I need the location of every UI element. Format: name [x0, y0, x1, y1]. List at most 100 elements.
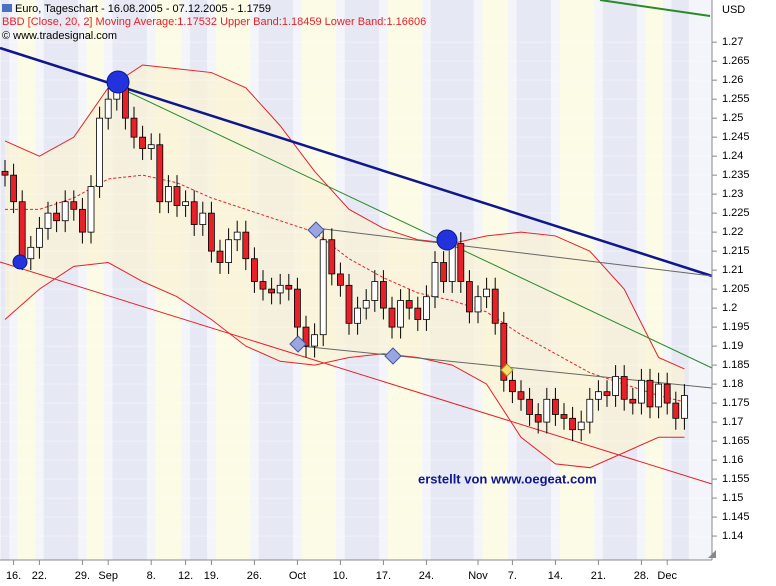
- candle-body: [612, 376, 619, 396]
- x-tick-label: 17.: [376, 570, 391, 582]
- candle-body: [543, 398, 551, 423]
- y-tick-label: 1.175: [722, 397, 750, 409]
- marker: [12, 254, 28, 270]
- y-tick-label: 1.215: [722, 245, 750, 257]
- candle-body: [638, 379, 645, 404]
- y-tick-label: 1.15: [722, 492, 743, 504]
- candle-body: [130, 117, 138, 138]
- candle-body: [405, 300, 413, 309]
- y-tick-label: 1.14: [722, 530, 743, 542]
- candle-body: [147, 144, 155, 149]
- candle-body: [483, 288, 491, 298]
- candle-body: [534, 414, 542, 423]
- candle-body: [285, 284, 293, 290]
- y-tick-label: 1.165: [722, 435, 750, 447]
- candle-body: [276, 284, 284, 294]
- candle-body: [27, 246, 35, 260]
- trend-line: [0, 261, 713, 485]
- chart-title: Euro, Tageschart - 16.08.2005 - 07.12.20…: [15, 3, 271, 15]
- y-tick-label: 1.21: [722, 264, 743, 276]
- week-stripe: [645, 0, 663, 560]
- y-tick-label: 1.185: [722, 359, 750, 371]
- marker: [384, 347, 402, 365]
- y-tick-label: 1.22: [722, 226, 743, 238]
- candle-body: [156, 144, 164, 203]
- candle-body: [164, 186, 172, 203]
- markers: [12, 70, 514, 377]
- candle-body: [672, 402, 680, 419]
- y-tick-label: 1.265: [722, 55, 750, 67]
- axes: 1.14 1.145 1.15 1.155 1.16 1.165 1.17 1.175 1.18…: [6, 36, 750, 582]
- candle-body: [242, 231, 250, 260]
- candle-body: [345, 284, 353, 324]
- marker: [307, 221, 325, 239]
- x-tick-label: 24.: [419, 570, 434, 582]
- y-axis-label: USD: [722, 4, 745, 16]
- x-tick-label: 19.: [204, 570, 219, 582]
- candle-body: [18, 201, 26, 260]
- y-tick-label: 1.155: [722, 473, 750, 485]
- x-tick-label: 14.: [548, 570, 563, 582]
- y-tick-label: 1.16: [722, 454, 743, 466]
- annotation: erstellt von www.oegeat.com: [418, 471, 597, 486]
- marker: [106, 70, 130, 94]
- candle-body: [491, 288, 499, 324]
- band-line: [5, 174, 685, 403]
- x-tick-label: 21.: [591, 570, 606, 582]
- candle-body: [465, 281, 473, 313]
- candle-body: [1, 170, 9, 176]
- resize-icon: [708, 550, 716, 558]
- candle-body: [397, 300, 405, 328]
- candle-body: [336, 273, 344, 286]
- candle-body: [431, 262, 439, 298]
- candle-body: [388, 307, 396, 328]
- band-fill: [5, 64, 685, 468]
- x-tick-label: 12.: [178, 570, 193, 582]
- candle-body: [259, 281, 267, 290]
- x-tick-label: Dec: [657, 570, 677, 582]
- candle-body: [319, 239, 327, 336]
- y-tick-label: 1.235: [722, 169, 750, 181]
- marker: [500, 363, 514, 377]
- trend-line: [119, 87, 713, 369]
- candle-body: [508, 379, 516, 393]
- trend-line: [599, 0, 711, 17]
- y-tick-label: 1.205: [722, 283, 750, 295]
- candle-body: [61, 201, 69, 222]
- candle-body: [414, 307, 422, 320]
- candle-body: [646, 379, 654, 408]
- candle-body: [517, 391, 525, 400]
- x-tick-label: 8.: [147, 570, 156, 582]
- marker: [289, 335, 307, 353]
- candle-body: [526, 398, 533, 415]
- y-tick-label: 1.245: [722, 131, 750, 143]
- candle-body: [173, 186, 181, 206]
- candle-body: [560, 414, 568, 419]
- candle-body: [655, 383, 662, 408]
- candle-body: [139, 136, 147, 149]
- candle-body: [70, 201, 78, 210]
- candle-body: [371, 281, 379, 301]
- x-tick-label: 7.: [508, 570, 517, 582]
- candle-body: [53, 212, 60, 222]
- x-tick-label: 16.: [6, 570, 21, 582]
- axis-background: [0, 560, 712, 586]
- candle-body: [603, 391, 611, 396]
- y-tick-label: 1.27: [722, 36, 743, 48]
- candle-body: [199, 212, 207, 225]
- x-tick-label: Sep: [98, 570, 118, 582]
- candle-body: [250, 258, 258, 282]
- candle-body: [44, 212, 52, 229]
- candle-body: [379, 281, 387, 309]
- y-tick-label: 1.145: [722, 511, 750, 523]
- candle-body: [207, 212, 215, 252]
- candle-body: [500, 322, 508, 381]
- candle-body: [182, 201, 190, 206]
- y-tick-label: 1.195: [722, 321, 750, 333]
- candle-body: [302, 326, 310, 347]
- icon: [2, 4, 12, 12]
- candle-body: [87, 186, 95, 233]
- candle-body: [225, 239, 233, 263]
- y-tick-label: 1.255: [722, 93, 750, 105]
- week-stripe: [86, 0, 104, 560]
